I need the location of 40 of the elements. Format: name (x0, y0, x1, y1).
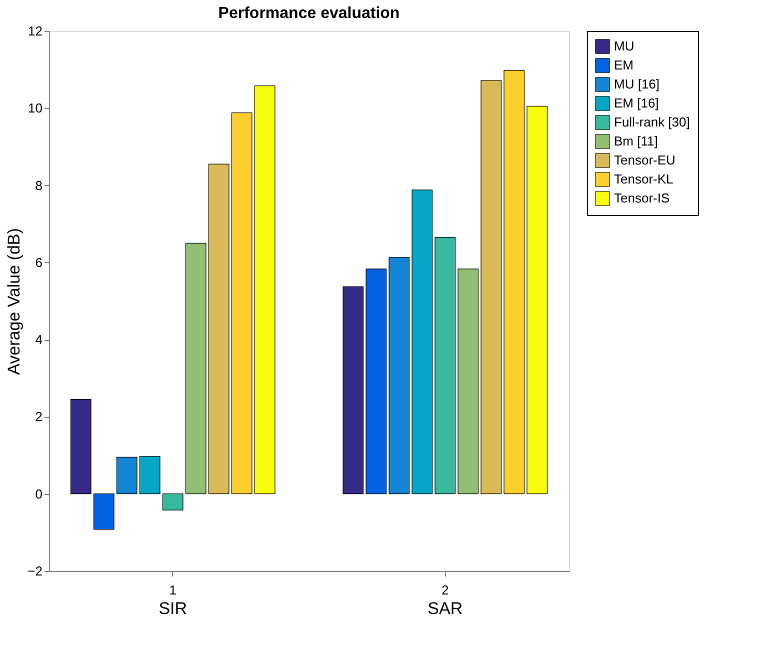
bar (504, 70, 525, 494)
y-tick-label: 4 (35, 332, 42, 348)
x-tick-label: 1 (169, 582, 176, 598)
bar (139, 456, 160, 494)
legend-label: EM [16] (614, 96, 659, 110)
bar (412, 190, 433, 494)
bar (526, 106, 548, 494)
y-tick-label: 10 (28, 100, 42, 116)
bar (434, 237, 456, 494)
text: SIR (158, 599, 188, 618)
legend-label: Tensor-IS (614, 190, 670, 206)
legend-label: Tensor-EU (614, 152, 676, 168)
legend-label: Bm [11] (614, 134, 658, 148)
bar (116, 456, 138, 494)
y-tick-label: 8 (35, 178, 42, 193)
bar (185, 242, 206, 494)
bar (458, 268, 479, 494)
bar (366, 268, 387, 494)
bar (231, 112, 252, 494)
chart-title: Performance evaluation (218, 5, 400, 22)
bar (388, 257, 410, 494)
legend-label: MU (614, 38, 634, 54)
y-tick-label: 0 (35, 486, 42, 502)
y-tick-label: 12 (28, 24, 42, 38)
bar (70, 399, 92, 494)
legend-label: Full-rank [30] (614, 114, 690, 130)
text: SAR (428, 599, 463, 618)
legend-label: EM (614, 58, 634, 72)
bar (208, 164, 230, 494)
y-axis-title: Average Value (dB) (4, 228, 24, 375)
bar (342, 286, 364, 494)
bar (254, 85, 276, 494)
legend-label: Tensor-KL (614, 172, 674, 186)
bar (93, 494, 114, 530)
y-tick-label: 6 (35, 254, 42, 270)
legend-label: MU [16] (614, 76, 660, 92)
bar (480, 80, 502, 494)
y-tick-label: −2 (28, 564, 42, 578)
y-tick-label: 2 (35, 409, 42, 424)
bar (162, 494, 184, 510)
